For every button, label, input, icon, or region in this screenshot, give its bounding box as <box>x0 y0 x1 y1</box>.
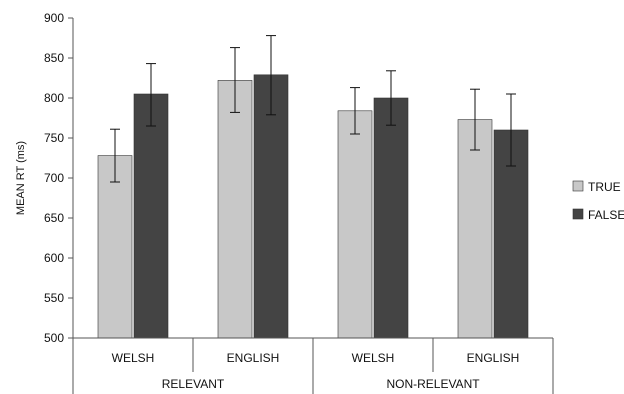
bar-false-0 <box>133 93 169 339</box>
y-tick-label: 700 <box>44 171 64 185</box>
y-axis-title: MEAN RT (ms) <box>15 141 27 215</box>
y-tick-label: 650 <box>44 211 64 225</box>
x-category-label: ENGLISH <box>227 351 280 365</box>
y-tick-label: 550 <box>44 291 64 305</box>
legend-label-true: TRUE <box>588 180 621 194</box>
error-bars <box>110 35 516 183</box>
x-category-label: ENGLISH <box>467 351 520 365</box>
bar-true-1 <box>217 80 253 339</box>
y-tick-label: 850 <box>44 51 64 65</box>
y-tick-label: 500 <box>44 331 64 345</box>
y-tick-label: 900 <box>44 11 64 25</box>
x-category-label: WELSH <box>112 351 155 365</box>
legend-swatch-false <box>572 208 584 220</box>
y-tick-label: 750 <box>44 131 64 145</box>
x-category-label: WELSH <box>352 351 395 365</box>
bar-false-2 <box>373 97 409 339</box>
bar-true-2 <box>337 110 373 339</box>
x-group-label: NON-RELEVANT <box>386 377 480 391</box>
bar-true-0 <box>97 155 133 339</box>
legend-label-false: FALSE <box>588 208 624 222</box>
bar-true-3 <box>457 119 493 339</box>
y-tick-label: 800 <box>44 91 64 105</box>
x-group-label: RELEVANT <box>162 377 225 391</box>
y-tick-label: 600 <box>44 251 64 265</box>
legend: TRUE FALSE <box>572 180 624 222</box>
y-axis: 500 550 600 650 700 750 800 850 900 <box>44 11 74 345</box>
bars <box>97 74 529 339</box>
legend-swatch-true <box>572 180 584 192</box>
